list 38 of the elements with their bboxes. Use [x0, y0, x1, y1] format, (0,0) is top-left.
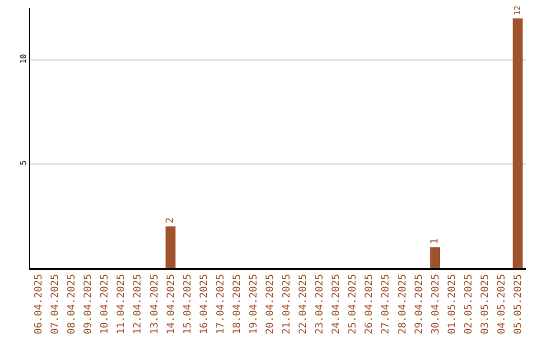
x-tick-label: 01.05.2025 [446, 274, 458, 334]
x-tick-label: 20.04.2025 [264, 274, 276, 334]
y-tick-label: 5 [18, 160, 28, 166]
x-tick-label: 11.04.2025 [116, 274, 128, 334]
data-label: 12 [512, 5, 522, 16]
x-tick-label: 19.04.2025 [248, 274, 260, 334]
x-tick-label: 02.05.2025 [463, 274, 474, 334]
x-tick-label: 24.04.2025 [331, 274, 342, 334]
bar [430, 247, 440, 268]
x-tick-label: 29.04.2025 [414, 274, 425, 334]
x-tick-label: 03.05.2025 [480, 274, 491, 334]
x-tick-label: 13.04.2025 [149, 274, 160, 334]
y-tick-label: 10 [18, 54, 28, 64]
x-tick-label: 04.05.2025 [496, 274, 508, 334]
x-tick-label: 18.04.2025 [232, 274, 243, 334]
bar [512, 18, 523, 268]
x-tick-label: 21.04.2025 [282, 274, 293, 334]
x-tick-label: 23.04.2025 [314, 274, 326, 334]
x-tick-label: 12.04.2025 [132, 274, 144, 334]
x-tick-label: 09.04.2025 [83, 274, 94, 334]
x-tick-label: 17.04.2025 [215, 274, 226, 334]
x-tick-label: 06.04.2025 [34, 274, 45, 334]
data-label: 1 [430, 238, 441, 244]
x-tick-label: 27.04.2025 [380, 274, 392, 334]
x-tick-label: 08.04.2025 [66, 274, 78, 334]
x-tick-label: 10.04.2025 [100, 274, 111, 334]
x-tick-label: 22.04.2025 [298, 274, 310, 334]
x-tick-label: 28.04.2025 [397, 274, 408, 334]
x-tick-label: 26.04.2025 [364, 274, 376, 334]
x-tick-label: 07.04.2025 [50, 274, 62, 334]
x-tick-label: 15.04.2025 [182, 274, 194, 334]
x-tick-label: 30.04.2025 [430, 274, 442, 334]
data-label: 2 [165, 217, 176, 224]
bar [166, 226, 176, 268]
x-tick-label: 25.04.2025 [348, 274, 359, 334]
x-tick-label: 14.04.2025 [166, 274, 177, 334]
x-tick-label: 16.04.2025 [198, 274, 210, 334]
x-tick-label: 05.05.2025 [512, 274, 524, 334]
